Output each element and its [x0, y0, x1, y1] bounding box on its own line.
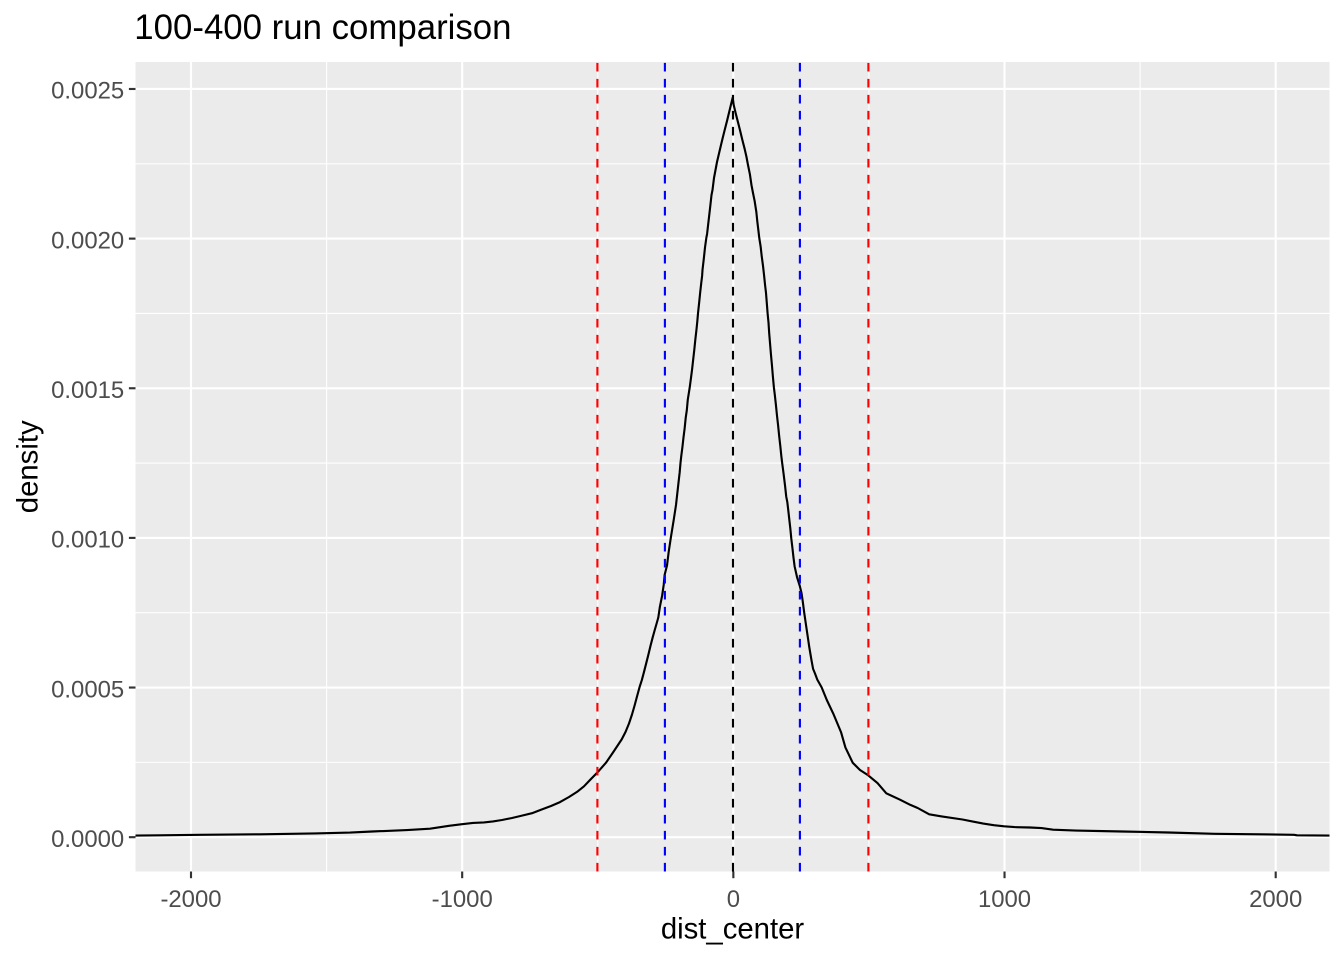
svg-text:-2000: -2000 [160, 886, 221, 913]
svg-text:dist_center: dist_center [661, 912, 805, 945]
svg-text:0.0000: 0.0000 [51, 826, 124, 853]
svg-text:0: 0 [727, 886, 740, 913]
svg-text:0.0010: 0.0010 [51, 527, 124, 554]
svg-text:100-400 run comparison: 100-400 run comparison [134, 8, 511, 47]
svg-text:density: density [12, 420, 45, 513]
svg-text:1000: 1000 [978, 886, 1031, 913]
svg-text:0.0025: 0.0025 [51, 78, 124, 105]
svg-text:0.0015: 0.0015 [51, 377, 124, 404]
svg-text:0.0005: 0.0005 [51, 676, 124, 703]
svg-text:0.0020: 0.0020 [51, 227, 124, 254]
svg-text:-1000: -1000 [432, 886, 493, 913]
svg-text:2000: 2000 [1249, 886, 1302, 913]
